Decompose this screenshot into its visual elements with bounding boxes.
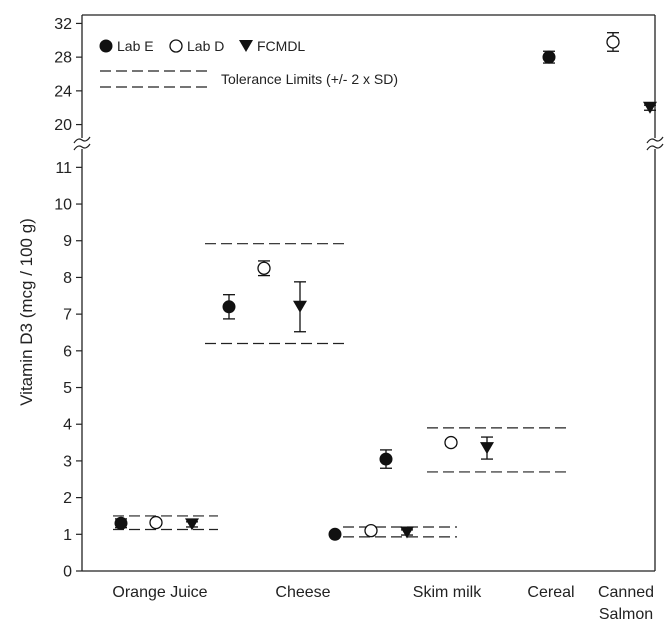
x-tick-label: Salmon (599, 606, 653, 623)
data-point (364, 523, 378, 538)
y-tick-label: 4 (63, 417, 72, 434)
data-point (149, 515, 163, 530)
y-axis-label: Vitamin D3 (mcg / 100 g) (17, 218, 36, 406)
legend-marker (169, 39, 183, 53)
y-tick-label: 24 (54, 83, 72, 100)
x-tick-label: Cheese (275, 584, 330, 601)
data-point (643, 101, 657, 114)
axis-break-right-bottom (646, 143, 664, 151)
y-tick-label: 7 (63, 307, 72, 324)
y-tick-label: 8 (63, 270, 72, 287)
data-point (114, 516, 128, 530)
y-tick-label: 10 (54, 197, 72, 214)
data-marks-layer (114, 32, 657, 541)
legend: Lab E Lab D FCMDL Tolerance Limits (+/- 2 x… (99, 38, 398, 88)
legend-tolerance-label: Tolerance Limits (+/- 2 x SD) (221, 71, 398, 87)
data-point (328, 527, 342, 541)
x-tick-label: Cereal (527, 584, 574, 601)
data-point (185, 518, 199, 531)
data-point (222, 300, 236, 314)
data-point (606, 35, 620, 49)
legend-label: Lab E (117, 38, 154, 54)
legend-label: Lab D (187, 38, 224, 54)
y-tick-label: 11 (55, 160, 72, 177)
data-point (480, 442, 494, 455)
x-tick-label: Skim milk (413, 584, 482, 601)
tolerance-lines-layer (113, 243, 567, 538)
data-point (444, 435, 458, 450)
y-tick-label: 6 (63, 343, 72, 360)
y-tick-label: 5 (63, 380, 72, 397)
data-point (542, 50, 556, 64)
y-tick-label: 3 (63, 453, 72, 470)
y-tick-label: 1 (63, 527, 72, 544)
x-tick-label: Orange Juice (112, 584, 207, 601)
y-tick-label: 28 (54, 50, 72, 67)
y-tick-label: 0 (63, 564, 72, 581)
y-tick-label: 2 (63, 490, 72, 507)
y-tick-label: 32 (54, 16, 72, 33)
data-point (400, 526, 414, 539)
axis-break-left-bottom (73, 143, 91, 151)
data-point (379, 452, 393, 466)
x-tick-label: Canned (598, 584, 654, 601)
axis-break-right-top (646, 136, 664, 144)
y-tick-label: 9 (63, 233, 72, 250)
axes-layer: 20 24 28 32 0 1 2 3 4 5 6 7 8 9 10 11 Orange Juice Cheese… (54, 14, 664, 623)
legend-marker (239, 40, 253, 52)
axis-break-left-top (73, 136, 91, 144)
data-point (257, 261, 271, 275)
legend-marker (99, 39, 113, 53)
data-point (293, 300, 307, 313)
legend-label: FCMDL (257, 38, 305, 54)
y-tick-label: 20 (54, 117, 72, 134)
